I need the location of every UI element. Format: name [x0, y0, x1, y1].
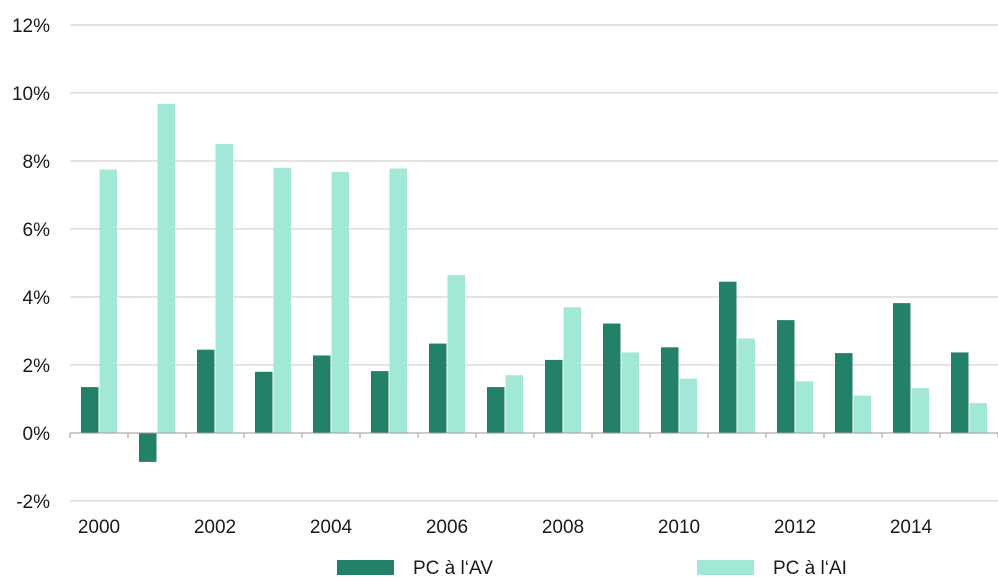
bar-series-2-2015: [969, 403, 987, 433]
x-tick-label: 2002: [194, 517, 236, 538]
bar-series-2-2011: [737, 338, 755, 433]
bar-series-1-2000: [81, 387, 99, 433]
bars: [81, 103, 987, 462]
legend-swatch-series-2: [697, 560, 754, 575]
bar-series-1-2005: [371, 371, 389, 433]
bar-series-2-2012: [795, 381, 813, 433]
bar-series-1-2002: [197, 349, 215, 433]
bar-series-2-2003: [273, 167, 291, 434]
y-tick-label: -2%: [16, 492, 50, 513]
legend-swatch-series-1: [337, 560, 394, 575]
bar-series-2-2010: [679, 378, 697, 433]
y-tick-label: 8%: [23, 152, 51, 173]
bar-series-2-2008: [563, 307, 581, 433]
bar-series-2-2000: [99, 169, 117, 433]
y-axis-tick-labels: 12% 10% 8% 6% 4% 2% 0% -2%: [12, 16, 50, 513]
bar-series-2-2006: [447, 274, 465, 433]
bar-series-2-2013: [853, 395, 871, 433]
x-axis-tick-labels: 2000 2002 2004 2006 2008 2010 2012 2014: [78, 517, 933, 538]
x-tick-label: 2010: [658, 517, 700, 538]
bar-series-1-2007: [487, 387, 505, 433]
bar-series-2-2014: [911, 388, 929, 433]
legend-label-series-1: PC à l‘AV: [413, 558, 493, 577]
x-tick-label: 2012: [774, 517, 816, 538]
bar-series-1-2004: [313, 355, 331, 433]
x-tick-label: 2000: [78, 517, 120, 538]
axes: [69, 432, 998, 438]
y-tick-label: 0%: [23, 424, 51, 445]
y-tick-label: 6%: [23, 220, 51, 241]
y-tick-label: 10%: [12, 84, 50, 105]
bar-series-1-2001: [139, 433, 157, 462]
legend-label-series-2: PC à l‘AI: [773, 558, 847, 577]
bar-series-1-2014: [893, 303, 911, 433]
bar-series-1-2008: [545, 359, 563, 433]
bar-series-1-2015: [951, 352, 969, 433]
bar-series-1-2012: [777, 320, 795, 433]
bar-series-1-2011: [719, 281, 737, 433]
bar-series-2-2004: [331, 171, 349, 433]
bar-series-1-2006: [429, 343, 447, 433]
x-tick-label: 2014: [890, 517, 933, 538]
bar-series-1-2013: [835, 353, 853, 433]
bar-series-2-2002: [215, 144, 233, 433]
y-tick-label: 2%: [23, 356, 51, 377]
bar-series-1-2003: [255, 371, 273, 433]
y-tick-label: 12%: [12, 16, 50, 37]
x-tick-label: 2004: [310, 517, 353, 538]
bar-series-2-2005: [389, 168, 407, 434]
x-tick-label: 2006: [426, 517, 468, 538]
bar-series-2-2001: [157, 103, 175, 433]
x-tick-label: 2008: [542, 517, 584, 538]
bar-series-1-2010: [661, 347, 679, 433]
bar-series-1-2009: [603, 323, 621, 433]
y-tick-label: 4%: [23, 288, 51, 309]
bar-series-2-2009: [621, 352, 639, 433]
legend: PC à l‘AV PC à l‘AI: [337, 558, 847, 577]
bar-series-2-2007: [505, 375, 523, 433]
